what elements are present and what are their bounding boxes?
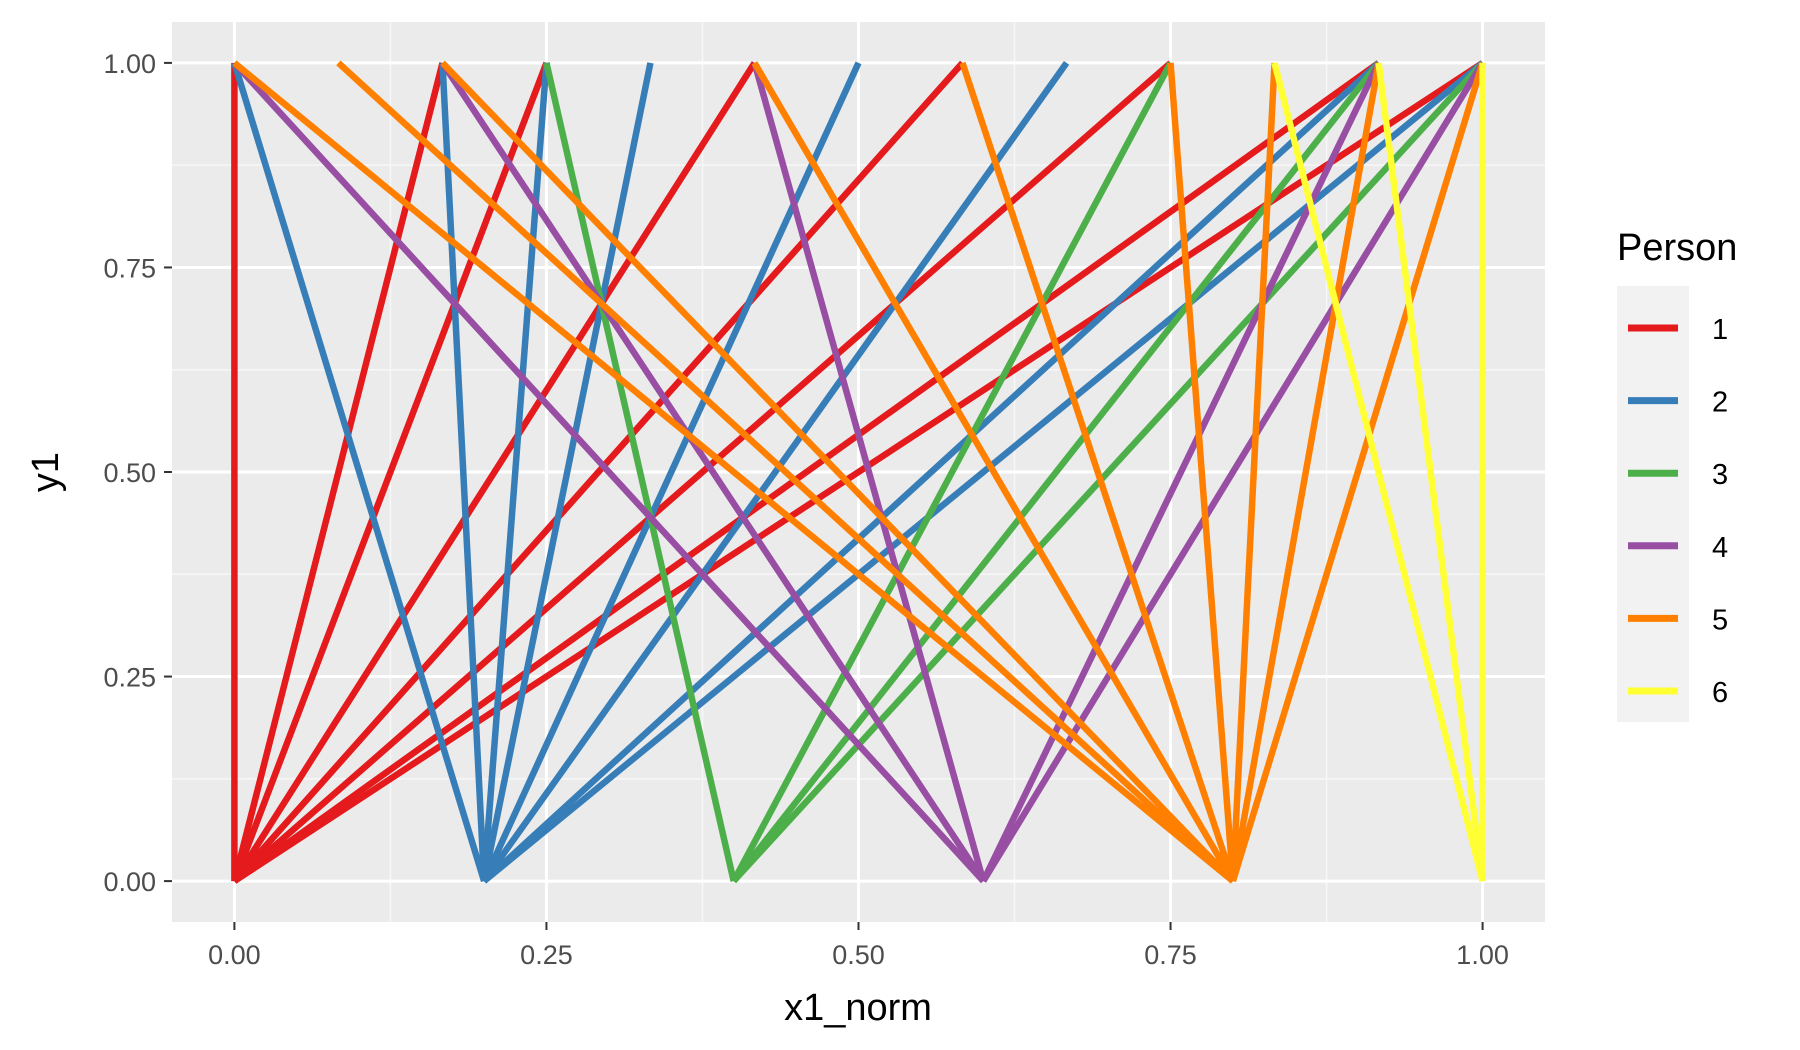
x-axis-title: x1_norm bbox=[784, 987, 932, 1029]
series-5-line bbox=[1229, 62, 1278, 882]
series-5-line bbox=[1167, 62, 1237, 882]
y-tick-label: 0.00 bbox=[103, 867, 156, 897]
x-tick-label: 1.00 bbox=[1456, 940, 1509, 970]
x-tick-label: 0.75 bbox=[1144, 940, 1197, 970]
series-1-line bbox=[231, 60, 965, 884]
series-1-line bbox=[232, 60, 1381, 884]
legend-label-2: 2 bbox=[1712, 387, 1728, 419]
series-5-line bbox=[440, 60, 1236, 884]
legend-item-3: 3 bbox=[1628, 459, 1728, 491]
series-6-line bbox=[1375, 62, 1486, 882]
series-1-line bbox=[231, 62, 446, 882]
legend-item-1: 1 bbox=[1628, 314, 1728, 346]
data-lines bbox=[231, 60, 1486, 884]
series-2-line bbox=[480, 62, 654, 882]
series-5 bbox=[232, 60, 1486, 884]
series-3-line bbox=[730, 61, 1174, 883]
y-tick-label: 0.25 bbox=[103, 663, 156, 693]
series-2-line bbox=[439, 62, 488, 882]
series-4-line bbox=[439, 61, 987, 883]
legend-item-4: 4 bbox=[1628, 532, 1728, 564]
legend-item-5: 5 bbox=[1628, 604, 1728, 636]
series-4-line bbox=[232, 60, 986, 884]
y-tick-label: 0.75 bbox=[103, 253, 156, 283]
series-2-line bbox=[481, 61, 1070, 883]
series-1-line bbox=[231, 61, 758, 883]
y-tick-label: 0.50 bbox=[103, 458, 156, 488]
series-1-line bbox=[231, 61, 550, 883]
legend-item-2: 2 bbox=[1628, 387, 1728, 419]
x-tick-label: 0.25 bbox=[520, 940, 573, 970]
legend-items: 1 2 3 4 5 6 bbox=[1628, 314, 1728, 709]
series-6 bbox=[1271, 62, 1486, 882]
y-tick-label: 1.00 bbox=[103, 49, 156, 79]
series-6-line bbox=[1271, 62, 1486, 882]
y-axis: 0.00 0.25 0.50 0.75 1.00 bbox=[103, 49, 172, 897]
x-tick-label: 0.00 bbox=[208, 940, 261, 970]
series-5-line bbox=[751, 61, 1236, 883]
legend-label-1: 1 bbox=[1712, 314, 1728, 346]
series-2-line bbox=[481, 60, 1381, 884]
series-4-line bbox=[751, 62, 987, 882]
series-1-line bbox=[232, 60, 1173, 884]
series-2-line bbox=[231, 61, 488, 883]
series-5-line bbox=[336, 60, 1236, 884]
series-5-line bbox=[959, 61, 1237, 883]
series-5-line bbox=[232, 60, 1236, 884]
legend-label-5: 5 bbox=[1712, 604, 1728, 636]
legend-label-4: 4 bbox=[1712, 532, 1728, 564]
x-axis: 0.00 0.25 0.50 0.75 1.00 bbox=[208, 922, 1509, 970]
series-4-line bbox=[980, 61, 1382, 883]
legend-label-6: 6 bbox=[1712, 677, 1728, 709]
legend-key-background bbox=[1617, 286, 1689, 722]
legend-label-3: 3 bbox=[1712, 459, 1728, 491]
legend-title: Person bbox=[1617, 227, 1737, 269]
legend: Person 1 2 3 4 5 6 bbox=[1617, 227, 1737, 722]
y-axis-title: y1 bbox=[25, 452, 67, 492]
series-3-line bbox=[731, 60, 1382, 884]
series-5-line bbox=[1229, 61, 1486, 883]
series-5-line bbox=[1229, 62, 1382, 882]
x-tick-label: 0.50 bbox=[832, 940, 885, 970]
legend-item-6: 6 bbox=[1628, 677, 1728, 709]
series-2-line bbox=[481, 61, 862, 883]
